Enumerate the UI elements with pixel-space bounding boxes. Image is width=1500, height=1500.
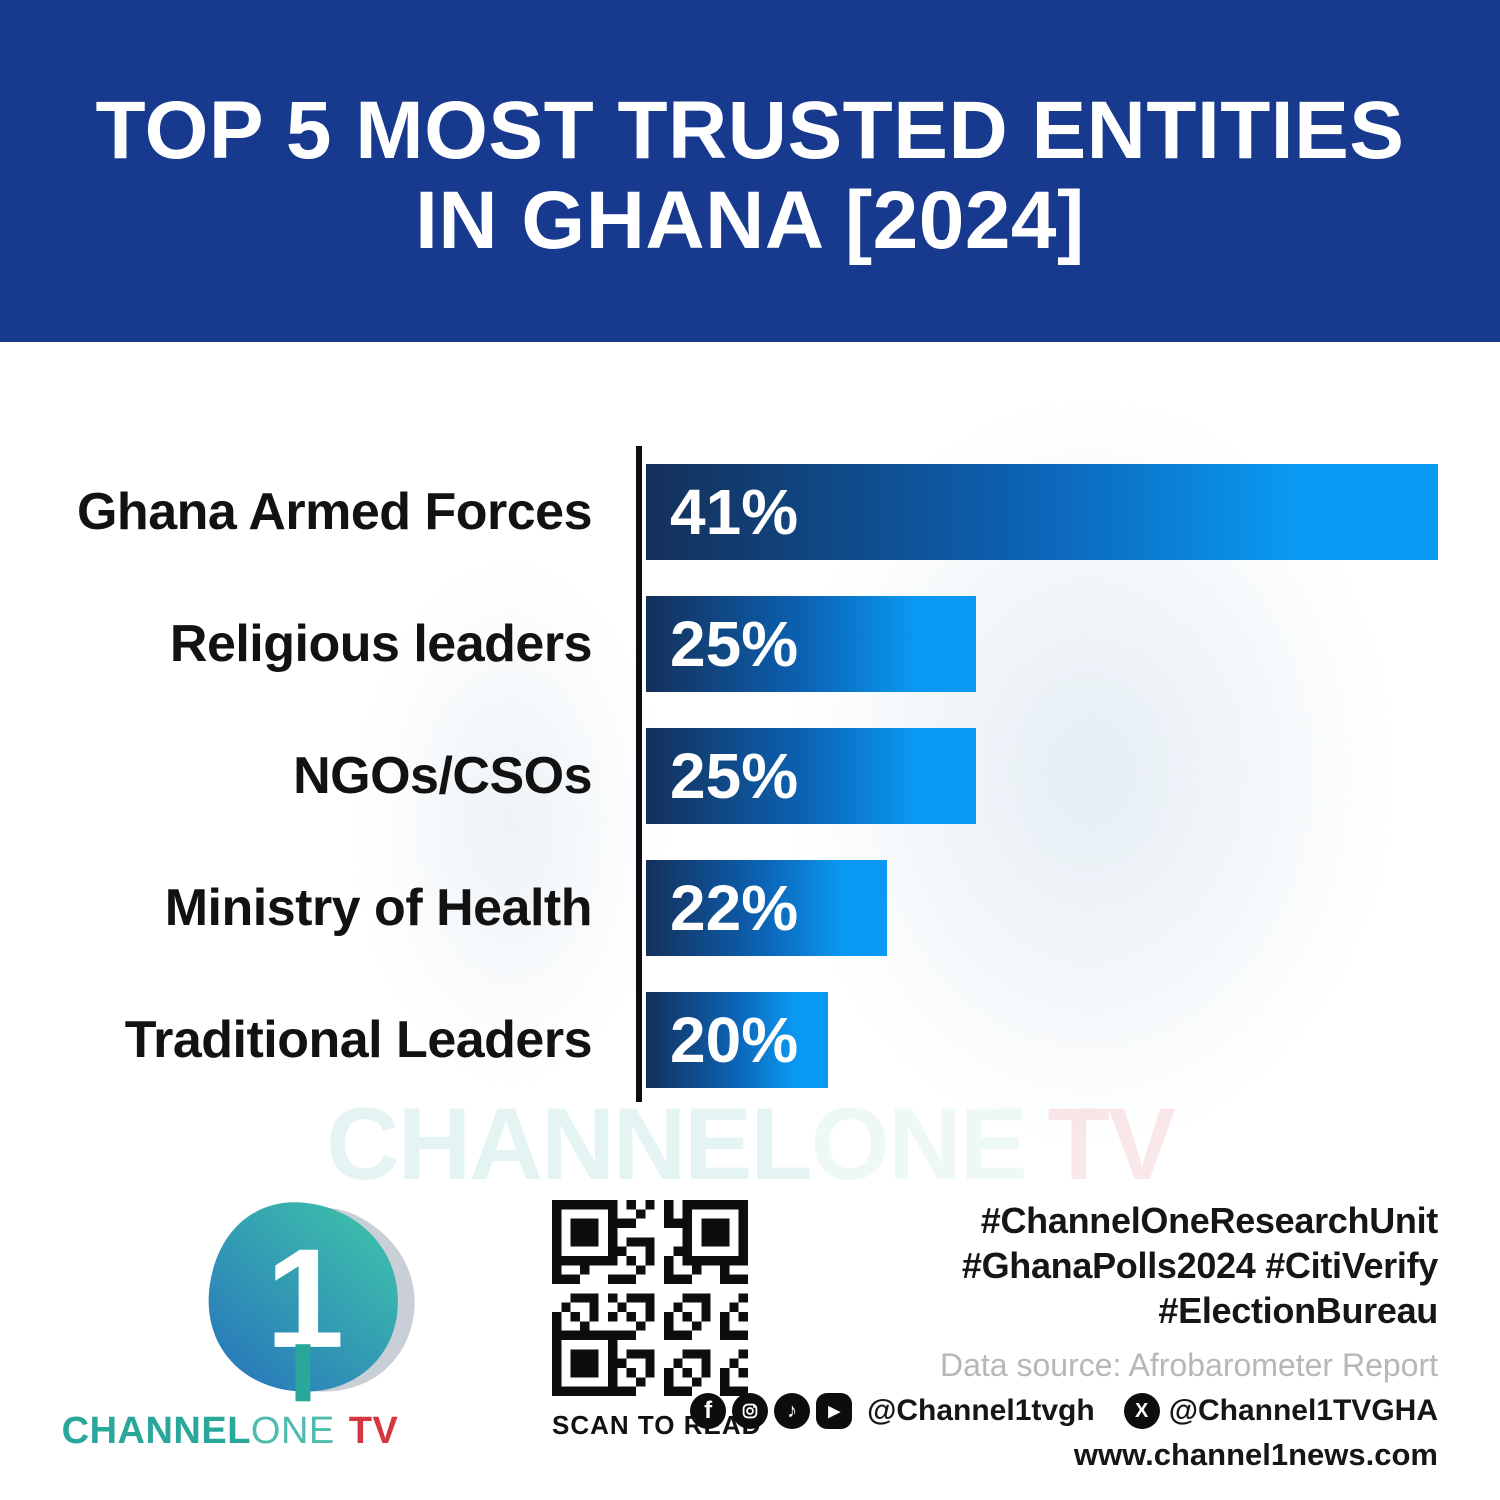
social-row: f ♪ ▶ @Channel1tvgh X @Channel1TVGHA (690, 1393, 1438, 1429)
page-title-line1: TOP 5 MOST TRUSTED ENTITIES (95, 85, 1405, 176)
facebook-icon: f (690, 1393, 727, 1429)
category-label: Ministry of Health (164, 879, 593, 937)
logo-word-tv: TV (348, 1410, 399, 1452)
youtube-icon: ▶ (816, 1393, 853, 1429)
category-label: Ghana Armed Forces (76, 483, 593, 541)
value-label: 20% (670, 1004, 799, 1076)
logo-caption: CHANNELONE TV (0, 1410, 460, 1453)
qr-code (552, 1200, 748, 1396)
background-logo-watermark-shape-2 (360, 562, 660, 1082)
social-handle-main: @Channel1tvgh (867, 1394, 1095, 1427)
logo-pebble (208, 1202, 398, 1392)
header-banner: TOP 5 MOST TRUSTED ENTITIES IN GHANA [20… (0, 0, 1500, 342)
hashtag-line: #ElectionBureau (1158, 1290, 1438, 1331)
qr-caption: SCAN TO READ (552, 1410, 762, 1440)
bar: 41% (646, 464, 1438, 560)
bar: 25% (646, 728, 976, 824)
category-label: NGOs/CSOs (293, 747, 592, 805)
logo-word-one: ONE (250, 1410, 335, 1452)
social-icons-group: f ♪ ▶ (690, 1393, 853, 1429)
hashtags-block: #ChannelOneResearchUnit #GhanaPolls2024 #… (718, 1198, 1438, 1333)
bar: 20% (646, 992, 828, 1088)
category-label: Religious leaders (169, 615, 593, 673)
instagram-icon (732, 1393, 769, 1429)
bar-chart: Ghana Armed Forces 41% Religious leaders 25… (0, 342, 1500, 1142)
website-url: www.channel1news.com (1073, 1437, 1438, 1472)
qr-block: SCAN TO READ (552, 1200, 762, 1452)
logo-word-channel: CHANNEL (61, 1410, 251, 1452)
bar: 22% (646, 860, 887, 956)
channel-one-logo-icon: 1 (208, 1202, 415, 1402)
value-label: 25% (670, 740, 799, 812)
hashtag-line: #ChannelOneResearchUnit (980, 1200, 1439, 1241)
value-label: 25% (670, 608, 799, 680)
hashtag-line: #GhanaPolls2024 #CitiVerify (961, 1245, 1438, 1286)
bar-row: NGOs/CSOs 25% (0, 728, 1500, 824)
page-title-line2: IN GHANA [2024] (415, 175, 1085, 266)
bar-row: Ministry of Health 22% (0, 860, 1500, 956)
logo-numeral-stem (295, 1344, 311, 1402)
bar-row: Ghana Armed Forces 41% (0, 464, 1500, 560)
category-label: Traditional Leaders (124, 1011, 593, 1069)
tiktok-icon: ♪ (774, 1393, 811, 1429)
value-label: 41% (670, 476, 799, 548)
value-label: 22% (670, 872, 799, 944)
social-handle-x: @Channel1TVGHA (1168, 1394, 1438, 1427)
bar-row: Traditional Leaders 20% (0, 992, 1500, 1088)
x-icon: X (1123, 1393, 1160, 1429)
data-source-text: Data source: Afrobarometer Report (939, 1347, 1438, 1383)
bar-row: Religious leaders 25% (0, 596, 1500, 692)
bar: 25% (646, 596, 976, 692)
channel-one-logo: 1 (150, 1192, 460, 1452)
footer-right-column: #ChannelOneResearchUnit #GhanaPolls2024 #… (690, 1198, 1438, 1473)
y-axis-line (636, 446, 642, 1102)
